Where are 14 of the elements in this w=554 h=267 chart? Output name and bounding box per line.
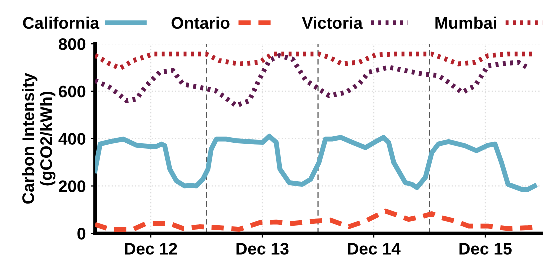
x-tick-label: Dec 14	[348, 243, 401, 255]
y-tick-label: 400	[58, 133, 86, 146]
legend-label: Victoria	[302, 16, 364, 30]
x-tick-label: Dec 15	[460, 243, 512, 255]
x-tick-label: Dec 13	[236, 243, 289, 255]
y-axis-title: Carbon Intensity (gCO2/kWh)	[22, 73, 56, 204]
legend-label: California	[23, 16, 100, 30]
legend-label: Ontario	[172, 16, 230, 30]
y-tick-label: 600	[59, 86, 86, 98]
y-tick-label: 800	[58, 38, 86, 50]
x-tick-label: Dec 12	[125, 243, 178, 255]
y-tick-label: 200	[59, 180, 86, 192]
y-tick-label: 0	[78, 228, 86, 240]
legend-label: Mumbai	[436, 16, 496, 30]
